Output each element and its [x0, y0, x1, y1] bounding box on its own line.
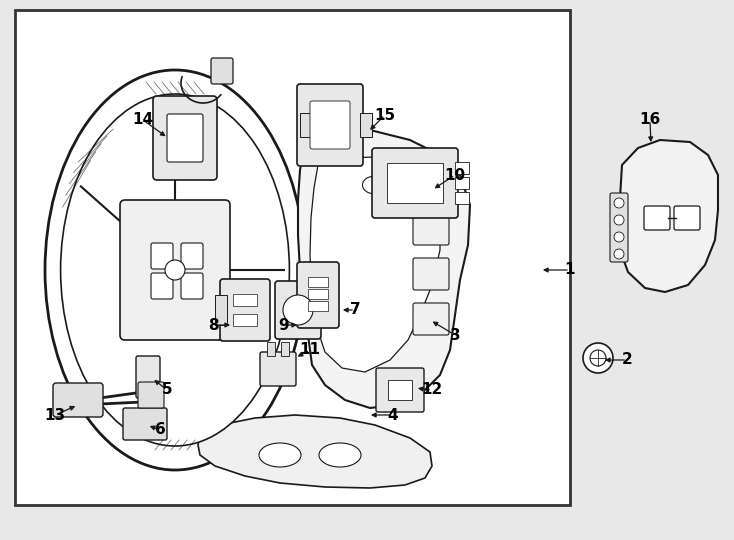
Circle shape: [165, 260, 185, 280]
FancyBboxPatch shape: [136, 356, 160, 398]
FancyBboxPatch shape: [151, 243, 173, 269]
Ellipse shape: [45, 70, 305, 470]
Text: 10: 10: [445, 167, 465, 183]
Text: 11: 11: [299, 342, 321, 357]
Bar: [387, 163, 443, 203]
FancyBboxPatch shape: [297, 84, 363, 166]
Bar: [300, 113, 312, 137]
FancyBboxPatch shape: [167, 114, 203, 162]
Bar: [215, 295, 227, 325]
Ellipse shape: [319, 443, 361, 467]
Polygon shape: [618, 140, 718, 292]
Circle shape: [590, 350, 606, 366]
Bar: [360, 113, 372, 137]
Bar: [281, 342, 289, 356]
Text: 3: 3: [450, 327, 460, 342]
Circle shape: [614, 215, 624, 225]
FancyBboxPatch shape: [153, 96, 217, 180]
Text: 13: 13: [45, 408, 65, 422]
FancyBboxPatch shape: [372, 148, 458, 218]
FancyBboxPatch shape: [53, 383, 103, 417]
FancyBboxPatch shape: [260, 352, 296, 386]
FancyBboxPatch shape: [123, 408, 167, 440]
FancyBboxPatch shape: [413, 303, 449, 335]
Text: 6: 6: [155, 422, 165, 437]
FancyBboxPatch shape: [297, 262, 339, 328]
Text: 1: 1: [564, 262, 575, 278]
FancyBboxPatch shape: [674, 206, 700, 230]
Bar: [455, 177, 469, 189]
Circle shape: [614, 249, 624, 259]
Text: 9: 9: [279, 318, 289, 333]
Bar: [267, 342, 275, 356]
FancyBboxPatch shape: [310, 101, 350, 149]
FancyBboxPatch shape: [275, 281, 321, 339]
Text: 12: 12: [421, 382, 443, 397]
Ellipse shape: [363, 176, 388, 194]
Text: 2: 2: [622, 353, 633, 368]
Circle shape: [283, 295, 313, 325]
Bar: [308, 277, 328, 287]
FancyBboxPatch shape: [644, 206, 670, 230]
Polygon shape: [310, 157, 440, 372]
FancyBboxPatch shape: [376, 368, 424, 412]
FancyBboxPatch shape: [120, 200, 230, 340]
Text: 4: 4: [388, 408, 399, 422]
Ellipse shape: [61, 94, 289, 446]
Polygon shape: [198, 415, 432, 488]
Bar: [455, 192, 469, 204]
Bar: [233, 294, 257, 306]
Bar: [233, 314, 257, 326]
FancyBboxPatch shape: [413, 213, 449, 245]
Bar: [455, 162, 469, 174]
FancyBboxPatch shape: [220, 279, 270, 341]
FancyBboxPatch shape: [151, 273, 173, 299]
FancyBboxPatch shape: [413, 258, 449, 290]
FancyBboxPatch shape: [138, 382, 164, 408]
Circle shape: [583, 343, 613, 373]
Text: 15: 15: [374, 107, 396, 123]
Text: 5: 5: [161, 382, 172, 397]
Bar: [308, 289, 328, 299]
FancyBboxPatch shape: [610, 193, 628, 262]
Text: 14: 14: [132, 112, 153, 127]
Bar: [388, 380, 412, 400]
Ellipse shape: [259, 443, 301, 467]
Circle shape: [614, 198, 624, 208]
Text: 7: 7: [349, 302, 360, 318]
Bar: [308, 301, 328, 311]
Bar: [15, 10, 570, 505]
FancyBboxPatch shape: [211, 58, 233, 84]
FancyBboxPatch shape: [181, 273, 203, 299]
Text: 16: 16: [639, 112, 661, 127]
Polygon shape: [298, 130, 470, 408]
Text: 8: 8: [208, 318, 218, 333]
FancyBboxPatch shape: [181, 243, 203, 269]
Circle shape: [614, 232, 624, 242]
